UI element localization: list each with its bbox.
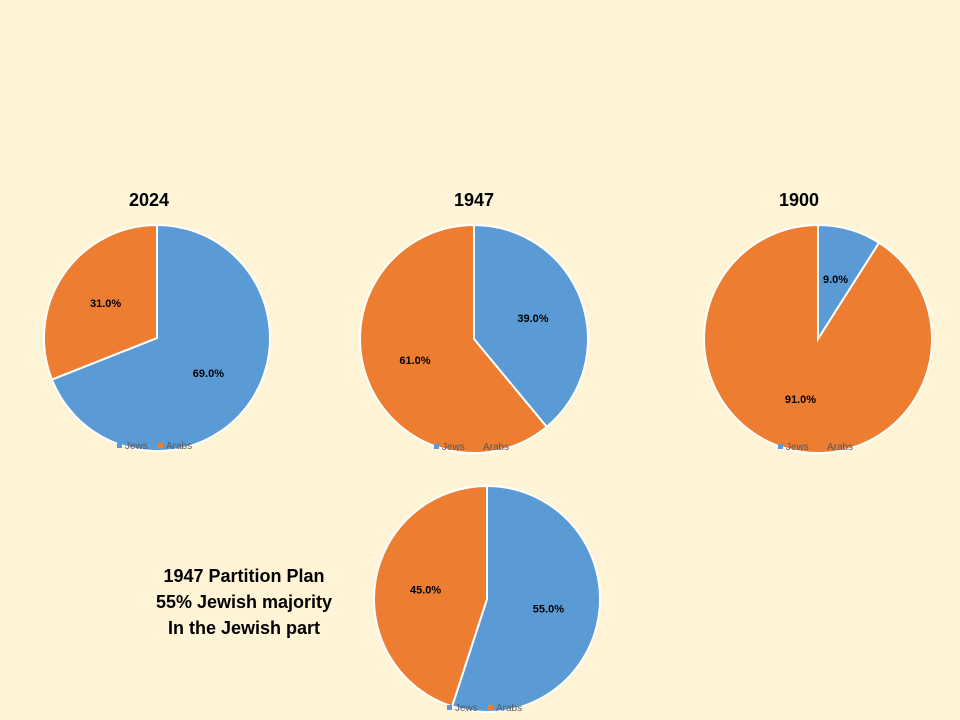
- caption-line-1: 1947 Partition Plan: [163, 566, 325, 586]
- legend-label-jews: Jews: [455, 703, 478, 714]
- pie-slice-jews: [50, 223, 271, 452]
- partition-caption: 1947 Partition Plan 55% Jewish majority …: [130, 563, 358, 641]
- slice-label-jews: 39.0%: [517, 313, 548, 325]
- legend-swatch-arabs: [819, 444, 824, 449]
- caption-line-2: 55% Jewish majority: [155, 592, 333, 612]
- legend-label-jews: Jews: [786, 442, 809, 453]
- pie-chart-1947: 39.0% 61.0% Jews Arabs: [359, 223, 589, 454]
- chart-title-1900: 1900: [778, 190, 820, 210]
- pie-slice-arabs: [703, 223, 933, 454]
- pie-slice-jews: [450, 484, 601, 713]
- slice-label-arabs: 45.0%: [410, 584, 441, 596]
- slice-label-jews: 69.0%: [193, 368, 224, 380]
- legend-swatch-arabs: [488, 705, 493, 710]
- legend-swatch-jews: [434, 444, 439, 449]
- chart-legend: Jews Arabs: [447, 703, 522, 714]
- pie-chart-2024: 69.0% 31.0% Jews Arabs: [43, 223, 271, 452]
- legend-label-arabs: Arabs: [496, 703, 522, 714]
- pie-chart-1900: 9.0% 91.0% Jews Arabs: [703, 223, 933, 454]
- slice-label-arabs: 31.0%: [90, 298, 121, 310]
- legend-swatch-jews: [447, 705, 452, 710]
- chart-title-1947: 1947: [453, 190, 495, 210]
- legend-swatch-jews: [778, 444, 783, 449]
- pie-slice-jews: [473, 223, 589, 429]
- legend-label-arabs: Arabs: [166, 441, 192, 452]
- legend-swatch-arabs: [158, 443, 163, 448]
- chart-title-2024: 2024: [128, 190, 170, 210]
- slice-label-arabs: 61.0%: [399, 355, 430, 367]
- slice-label-arabs: 91.0%: [785, 394, 816, 406]
- caption-line-3: In the Jewish part: [167, 618, 321, 638]
- legend-swatch-arabs: [475, 444, 480, 449]
- slice-label-jews: 55.0%: [533, 604, 564, 616]
- chart-legend: Jews Arabs: [434, 442, 509, 453]
- legend-label-arabs: Arabs: [483, 442, 509, 453]
- pie-slice-arabs: [359, 223, 549, 454]
- legend-label-arabs: Arabs: [827, 442, 853, 453]
- legend-label-jews: Jews: [442, 442, 465, 453]
- chart-legend: Jews Arabs: [778, 442, 853, 453]
- legend-swatch-jews: [117, 443, 122, 448]
- legend-label-jews: Jews: [125, 441, 148, 452]
- slice-label-jews: 9.0%: [823, 274, 848, 286]
- pie-slice-arabs: [373, 484, 488, 708]
- pie-chart-partition: 55.0% 45.0% Jews Arabs: [373, 484, 601, 714]
- pie-slice-arabs: [43, 223, 158, 381]
- chart-legend: Jews Arabs: [117, 441, 192, 452]
